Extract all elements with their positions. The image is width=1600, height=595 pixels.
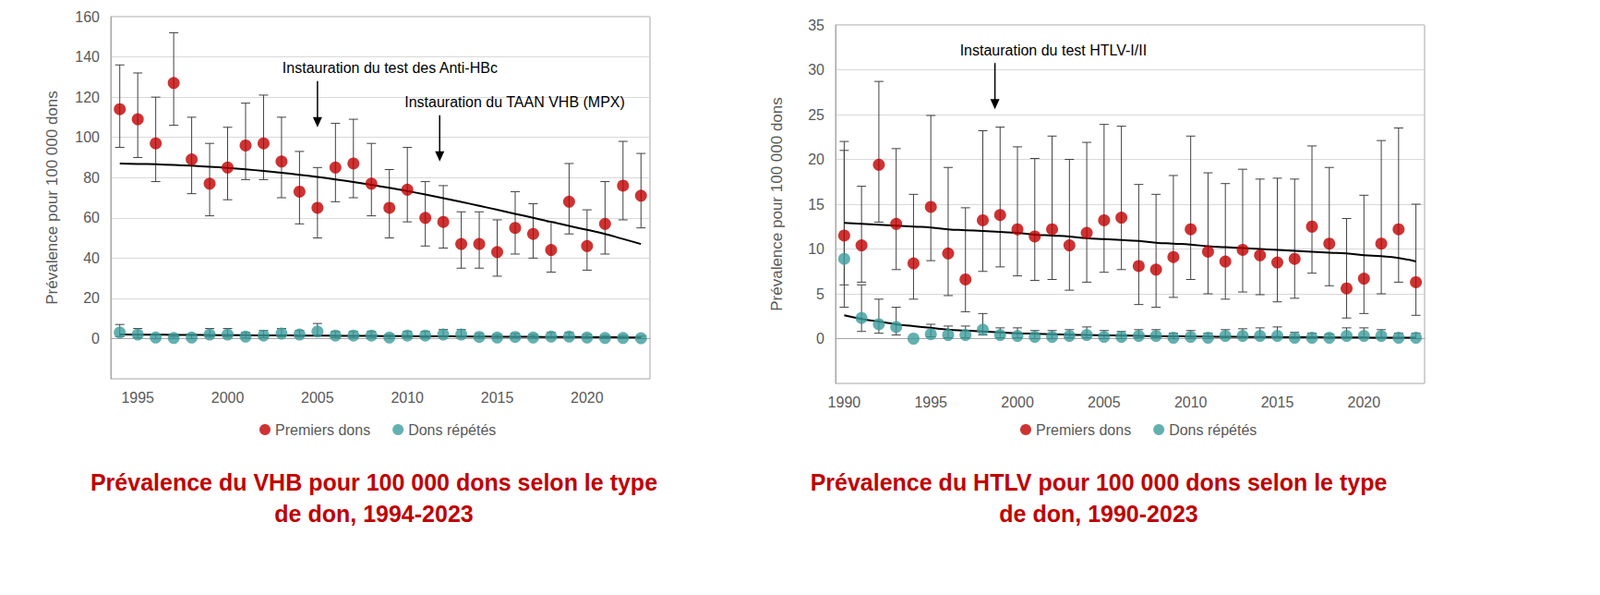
svg-text:2015: 2015 [1261,394,1295,410]
svg-text:140: 140 [74,48,100,65]
svg-text:10: 10 [807,240,825,257]
svg-text:2005: 2005 [1087,394,1121,410]
svg-text:0: 0 [816,330,825,347]
svg-text:Prévalence pour 100 000 dons: Prévalence pour 100 000 dons [768,96,786,312]
svg-text:40: 40 [83,250,100,266]
svg-text:Prévalence du HTLV pour 100 00: Prévalence du HTLV pour 100 000 dons sel… [810,469,1388,495]
svg-text:100: 100 [74,129,100,145]
svg-text:2005: 2005 [300,389,335,406]
svg-text:120: 120 [74,89,100,106]
svg-text:1995: 1995 [120,389,155,406]
svg-text:Dons répétés: Dons répétés [408,421,496,438]
svg-text:30: 30 [807,61,825,78]
svg-text:2000: 2000 [211,389,245,406]
svg-text:60: 60 [83,209,100,226]
svg-text:2015: 2015 [481,389,515,406]
svg-text:2010: 2010 [1174,394,1208,410]
svg-text:2020: 2020 [570,389,604,406]
svg-text:Instauration du TAAN VHB (MPX): Instauration du TAAN VHB (MPX) [404,94,626,110]
svg-text:1995: 1995 [914,394,948,410]
svg-text:Dons répétés: Dons répétés [1168,421,1257,438]
svg-text:1990: 1990 [828,394,862,410]
svg-text:de don, 1990-2023: de don, 1990-2023 [998,500,1198,527]
svg-text:160: 160 [74,9,100,25]
svg-text:Instauration du test des Anti-: Instauration du test des Anti-HBc [282,60,498,76]
svg-text:2000: 2000 [1000,394,1035,410]
svg-text:20: 20 [807,151,825,168]
svg-text:Prévalence du VHB pour 100 000: Prévalence du VHB pour 100 000 dons selo… [90,469,658,495]
svg-text:Premiers dons: Premiers dons [275,421,371,438]
svg-text:15: 15 [807,196,825,213]
svg-text:20: 20 [83,289,100,306]
svg-text:Prévalence pour 100 000 dons: Prévalence pour 100 000 dons [43,90,61,305]
svg-text:5: 5 [816,286,825,302]
svg-text:Premiers dons: Premiers dons [1035,421,1131,438]
svg-text:80: 80 [83,169,100,186]
svg-text:de don, 1994-2023: de don, 1994-2023 [274,500,473,527]
svg-text:25: 25 [807,107,825,123]
svg-text:0: 0 [91,330,100,347]
svg-text:Instauration du test HTLV-I/II: Instauration du test HTLV-I/II [960,42,1147,59]
svg-text:2010: 2010 [390,389,424,406]
svg-text:35: 35 [807,17,825,34]
svg-text:2020: 2020 [1347,394,1382,410]
